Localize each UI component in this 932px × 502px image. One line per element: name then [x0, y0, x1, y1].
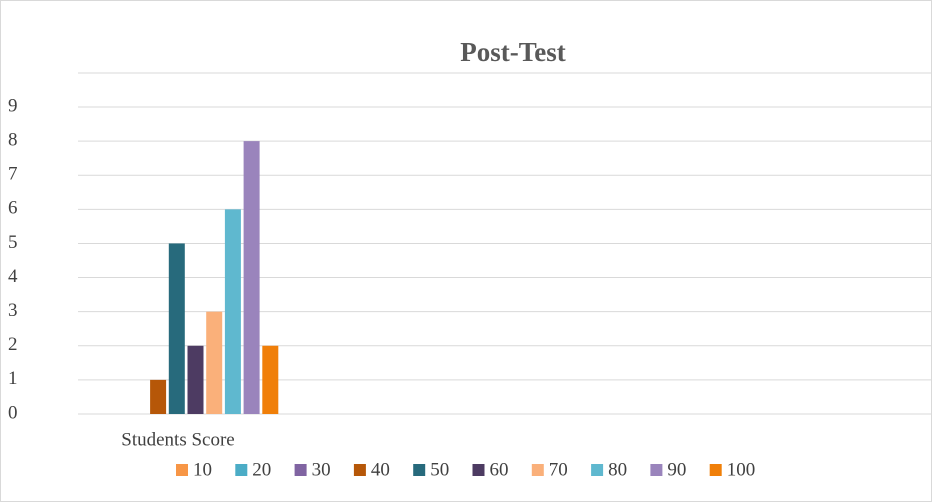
- legend-swatch: [710, 464, 722, 476]
- legend-label: 30: [312, 459, 331, 480]
- y-tick-label: 2: [8, 334, 18, 355]
- legend-label: 20: [252, 459, 271, 480]
- legend-swatch: [176, 464, 188, 476]
- legend-label: 60: [490, 459, 509, 480]
- legend-label: 80: [608, 459, 627, 480]
- bar: [150, 380, 166, 414]
- legend-label: 90: [667, 459, 686, 480]
- legend-swatch: [295, 464, 307, 476]
- chart-title: Post-Test: [460, 37, 566, 67]
- legend-label: 50: [430, 459, 449, 480]
- y-tick-label: 3: [8, 300, 18, 321]
- legend-swatch: [473, 464, 485, 476]
- bar: [169, 243, 185, 414]
- y-tick-label: 8: [8, 129, 18, 150]
- legend-swatch: [591, 464, 603, 476]
- legend-swatch: [650, 464, 662, 476]
- y-tick-label: 7: [8, 164, 18, 185]
- y-tick-label: 6: [8, 198, 18, 219]
- bar: [262, 346, 278, 414]
- legend-swatch: [532, 464, 544, 476]
- legend-label: 100: [727, 459, 756, 480]
- bar: [206, 312, 222, 414]
- chart-frame: [1, 1, 932, 502]
- bar: [225, 209, 241, 414]
- bar: [188, 346, 204, 414]
- legend-swatch: [354, 464, 366, 476]
- legend-label: 70: [549, 459, 568, 480]
- chart: Post-Test 0 1 2 3 4 5 6 7 8 9 Students Score 10 20 30…: [0, 0, 932, 502]
- x-tick-label: Students Score: [121, 429, 234, 450]
- legend-label: 40: [371, 459, 390, 480]
- y-tick-label: 9: [8, 95, 18, 116]
- legend-label: 10: [193, 459, 212, 480]
- bar: [244, 141, 260, 414]
- legend-swatch: [235, 464, 247, 476]
- y-tick-label: 1: [8, 368, 18, 389]
- y-tick-label: 0: [8, 402, 18, 423]
- y-tick-label: 5: [8, 232, 18, 253]
- y-tick-label: 4: [8, 266, 18, 287]
- legend-swatch: [413, 464, 425, 476]
